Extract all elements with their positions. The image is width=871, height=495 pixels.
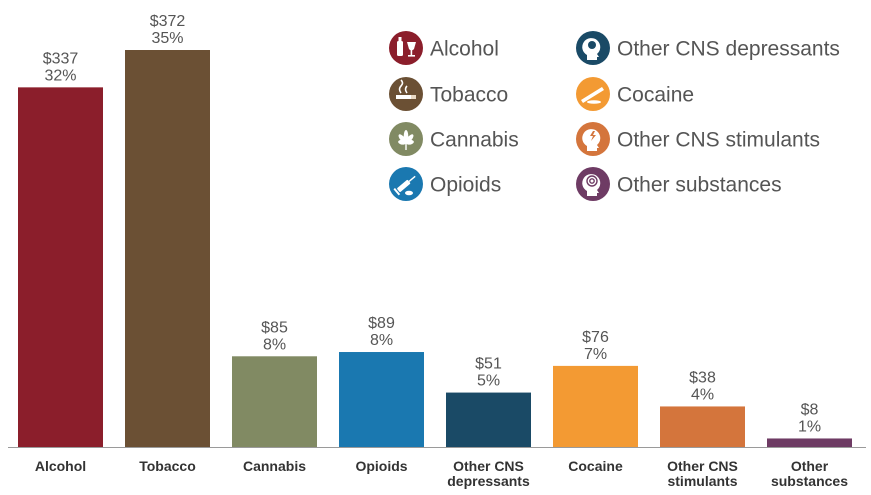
opioids-icon — [389, 167, 423, 201]
bar — [232, 356, 317, 447]
category-label: Other CNS stimulants — [667, 458, 738, 489]
head-stimulant-icon — [576, 122, 610, 156]
value-label: $337 — [43, 50, 79, 67]
percent-label: 7% — [584, 346, 607, 363]
bar — [339, 352, 424, 447]
legend-item: Other substances — [576, 167, 782, 201]
value-label: $76 — [582, 329, 609, 346]
legend-label: Cocaine — [617, 84, 694, 107]
bar — [553, 365, 638, 447]
legend-label: Other CNS depressants — [617, 38, 840, 61]
category-label: Cocaine — [568, 458, 623, 474]
legend-item: Other CNS depressants — [576, 31, 840, 65]
cocaine-icon — [576, 77, 610, 111]
value-label: $89 — [368, 315, 395, 332]
percent-label: 4% — [691, 386, 714, 403]
category-label: Opioids — [355, 458, 407, 474]
percent-label: 8% — [263, 336, 286, 353]
cannabis-icon — [389, 122, 423, 156]
alcohol-icon — [389, 31, 423, 65]
tobacco-icon — [389, 77, 423, 111]
category-label: Alcohol — [35, 458, 86, 474]
percent-label: 35% — [151, 30, 183, 47]
head-spiral-icon — [576, 167, 610, 201]
legend-item: Opioids — [389, 167, 501, 201]
legend-item: Tobacco — [389, 77, 508, 111]
bar — [125, 50, 210, 447]
bar — [660, 406, 745, 447]
legend-item: Cannabis — [389, 122, 519, 156]
bar — [18, 87, 103, 448]
legend-label: Alcohol — [430, 38, 499, 61]
bar — [767, 438, 852, 447]
value-label: $38 — [689, 369, 716, 386]
percent-label: 32% — [44, 67, 76, 84]
legend-item: Other CNS stimulants — [576, 122, 820, 156]
category-label: Cannabis — [243, 458, 306, 474]
value-label: $85 — [261, 319, 288, 336]
value-label: $372 — [150, 13, 186, 30]
category-label: Tobacco — [139, 458, 196, 474]
legend-label: Opioids — [430, 174, 501, 197]
legend-item: Cocaine — [576, 77, 694, 111]
bar — [446, 392, 531, 447]
value-label: $8 — [801, 401, 819, 418]
legend-label: Other CNS stimulants — [617, 129, 820, 152]
legend-item: Alcohol — [389, 31, 499, 65]
legend-label: Other substances — [617, 174, 782, 197]
percent-label: 1% — [798, 418, 821, 435]
legend-label: Tobacco — [430, 84, 508, 107]
value-label: $51 — [475, 356, 502, 373]
category-label: Other substances — [771, 458, 848, 489]
category-label: Other CNS depressants — [447, 458, 530, 489]
percent-label: 8% — [370, 332, 393, 349]
percent-label: 5% — [477, 373, 500, 390]
head-depressant-icon — [576, 31, 610, 65]
legend-label: Cannabis — [430, 129, 519, 152]
